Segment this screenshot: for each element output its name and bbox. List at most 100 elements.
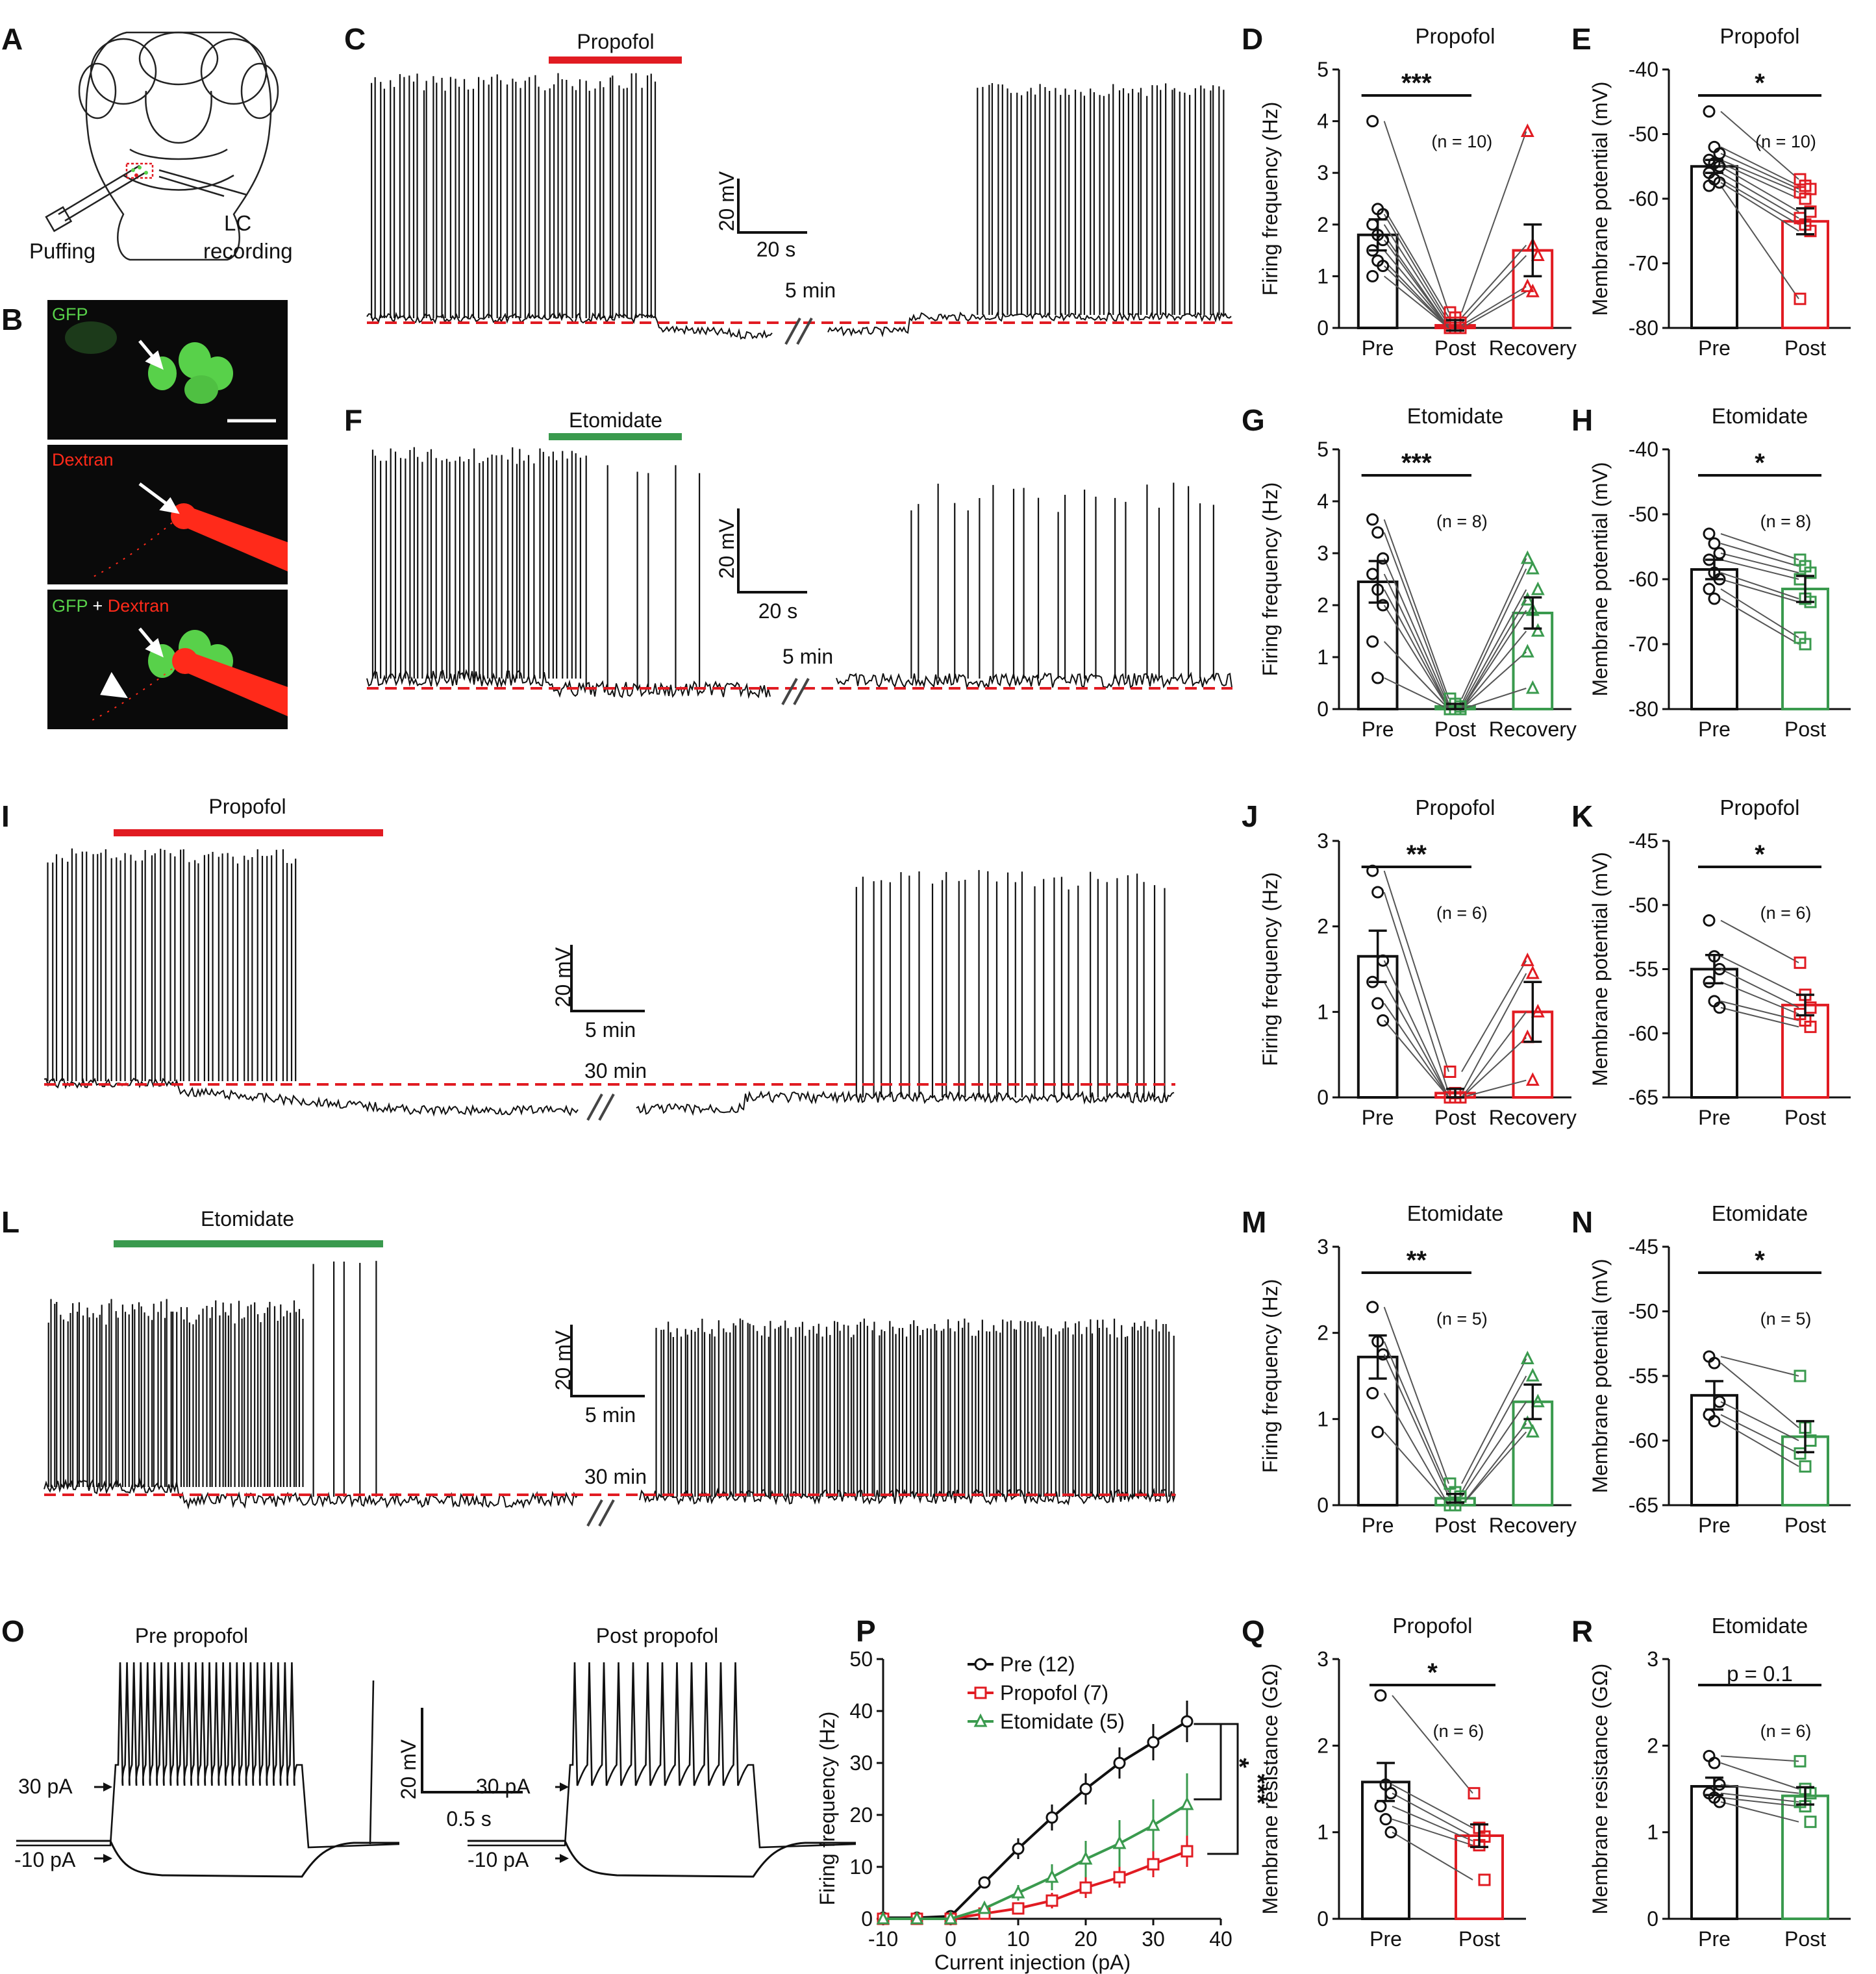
chart-r-pair-line [1720, 1762, 1799, 1790]
chart-g-pair-line [1461, 599, 1527, 710]
panel-letter-e: E [1571, 22, 1592, 56]
chart-g-point [1531, 623, 1545, 637]
chart-h-significance: * [1755, 449, 1765, 477]
chart-j-n-label: (n = 6) [1436, 903, 1488, 923]
chart-d-pair-line [1461, 291, 1527, 329]
chart-g-point [1366, 513, 1379, 526]
chart-m-ytick-label: 0 [1317, 1493, 1329, 1517]
chart-e-ylabel: Membrane potential (mV) [1588, 81, 1612, 316]
b-merge-label: GFP + Dextran [52, 596, 169, 616]
chart-n-pair-line [1720, 1356, 1799, 1377]
chart-m-point [1531, 1393, 1545, 1408]
chart-m-title: Etomidate [1407, 1201, 1504, 1225]
chart-d-category-label: Pre [1362, 336, 1394, 360]
chart-m-pair-line [1461, 1423, 1527, 1506]
chart-g-point [1520, 550, 1534, 564]
trace-c [366, 56, 1232, 345]
chart-h-pair-line [1720, 579, 1799, 603]
f-drug-label: Etomidate [569, 408, 662, 432]
chart-p-ytick-label: 0 [861, 1907, 873, 1930]
chart-q-ytick-label: 0 [1317, 1907, 1329, 1930]
chart-r-category-label: Pre [1698, 1927, 1731, 1951]
chart-e-significance: * [1755, 69, 1765, 97]
chart-j-pair-line [1461, 973, 1527, 1093]
chart-g-ytick-label: 0 [1317, 697, 1329, 721]
chart-q-category-label: Post [1458, 1927, 1500, 1951]
chart-k-pair-line [1720, 1000, 1799, 1021]
o-arrowhead [560, 1854, 569, 1863]
chart-k-ytick-label: -45 [1629, 829, 1658, 853]
chart-p-legend-marker [973, 1713, 988, 1727]
chart-g-pair-line [1461, 610, 1527, 710]
chart-e-point [1794, 292, 1807, 305]
chart-e-category-label: Pre [1698, 336, 1731, 360]
chart-e-pair-line [1720, 182, 1799, 232]
chart-e-point [1799, 192, 1812, 205]
chart-g-pair-line [1383, 605, 1449, 710]
chart-g-pair-line [1383, 558, 1449, 707]
chart-n-n-label: (n = 5) [1760, 1309, 1812, 1329]
chart-j-point [1520, 952, 1534, 966]
chart-d-pair-line [1461, 286, 1527, 326]
chart-h-category-label: Post [1784, 718, 1826, 741]
l-drug-label: Etomidate [201, 1207, 294, 1231]
chart-j-point [1371, 886, 1384, 899]
chart-p-xtick-label: 30 [1142, 1927, 1165, 1951]
o-scale-v: 20 mV [397, 1739, 420, 1799]
chart-n-point [1794, 1447, 1807, 1460]
i-gap: 30 min [584, 1059, 647, 1082]
chart-q-title: Propofol [1393, 1614, 1473, 1638]
chart-p-point [1112, 1835, 1127, 1849]
chart-h-pair-line [1720, 588, 1799, 638]
i-scale-v: 20 mV [551, 947, 575, 1007]
chart-p-ytick-label: 50 [849, 1647, 873, 1671]
chart-h-point [1703, 527, 1716, 540]
chart-n-ytick-label: -50 [1629, 1300, 1658, 1323]
chart-p-sig-bracket [1207, 1723, 1239, 1855]
chart-k-n-label: (n = 6) [1760, 903, 1812, 923]
chart-p-point [1113, 1756, 1126, 1769]
l-gap: 30 min [584, 1465, 647, 1488]
chart-g-ytick-label: 3 [1317, 542, 1329, 565]
c-scale-v: 20 mV [715, 171, 738, 231]
chart-r-point [1794, 1755, 1807, 1768]
chart-k-ytick-label: -60 [1629, 1021, 1658, 1045]
chart-p-point [1146, 1817, 1160, 1831]
chart-e-pair-line [1720, 185, 1799, 299]
chart-q-category-label: Pre [1369, 1927, 1402, 1951]
chart-e-pair-line [1720, 166, 1799, 212]
panel-letter-j: J [1242, 799, 1258, 833]
trace-f-drug-bar [549, 433, 682, 440]
trace-c-scale-bar [737, 179, 807, 234]
chart-p-point [1147, 1736, 1160, 1749]
chart-e-n-label: (n = 10) [1755, 132, 1816, 151]
chart-h-point [1708, 592, 1721, 605]
chart-q-point [1379, 1813, 1392, 1826]
chart-p-point [977, 1900, 992, 1914]
chart-g-category-label: Post [1434, 718, 1476, 741]
panel-a-dots [131, 166, 148, 177]
chart-k-ytick-label: -50 [1629, 893, 1658, 917]
chart-j-category-label: Pre [1362, 1106, 1394, 1129]
chart-j-pair-line [1383, 981, 1449, 1098]
chart-d-title: Propofol [1416, 24, 1495, 48]
chart-m-ytick-label: 2 [1317, 1321, 1329, 1345]
chart-j-pair-line [1461, 1011, 1527, 1098]
chart-g-ylabel: Firing frequency (Hz) [1258, 482, 1282, 677]
chart-d-ytick-label: 4 [1317, 110, 1329, 133]
chart-d-pair-line [1383, 208, 1449, 318]
trace-c-segment-1 [827, 311, 1232, 338]
o-post-label: Post propofol [596, 1624, 719, 1647]
chart-e-pair-line [1720, 179, 1799, 225]
trace-c-break-mark [784, 318, 801, 345]
chart-g-ytick-label: 5 [1317, 438, 1329, 461]
chart-h-point [1703, 582, 1716, 595]
f-gap: 5 min [782, 645, 833, 668]
i-drug-label: Propofol [208, 795, 286, 818]
chart-m-category-label: Pre [1362, 1514, 1394, 1537]
chart-n-ytick-label: -45 [1629, 1235, 1658, 1258]
chart-m-point [1525, 1423, 1540, 1438]
trace-f-break-mark [781, 678, 798, 705]
chart-p-xlabel: Current injection (pA) [934, 1951, 1131, 1974]
chart-r-n-label: (n = 6) [1760, 1721, 1812, 1741]
